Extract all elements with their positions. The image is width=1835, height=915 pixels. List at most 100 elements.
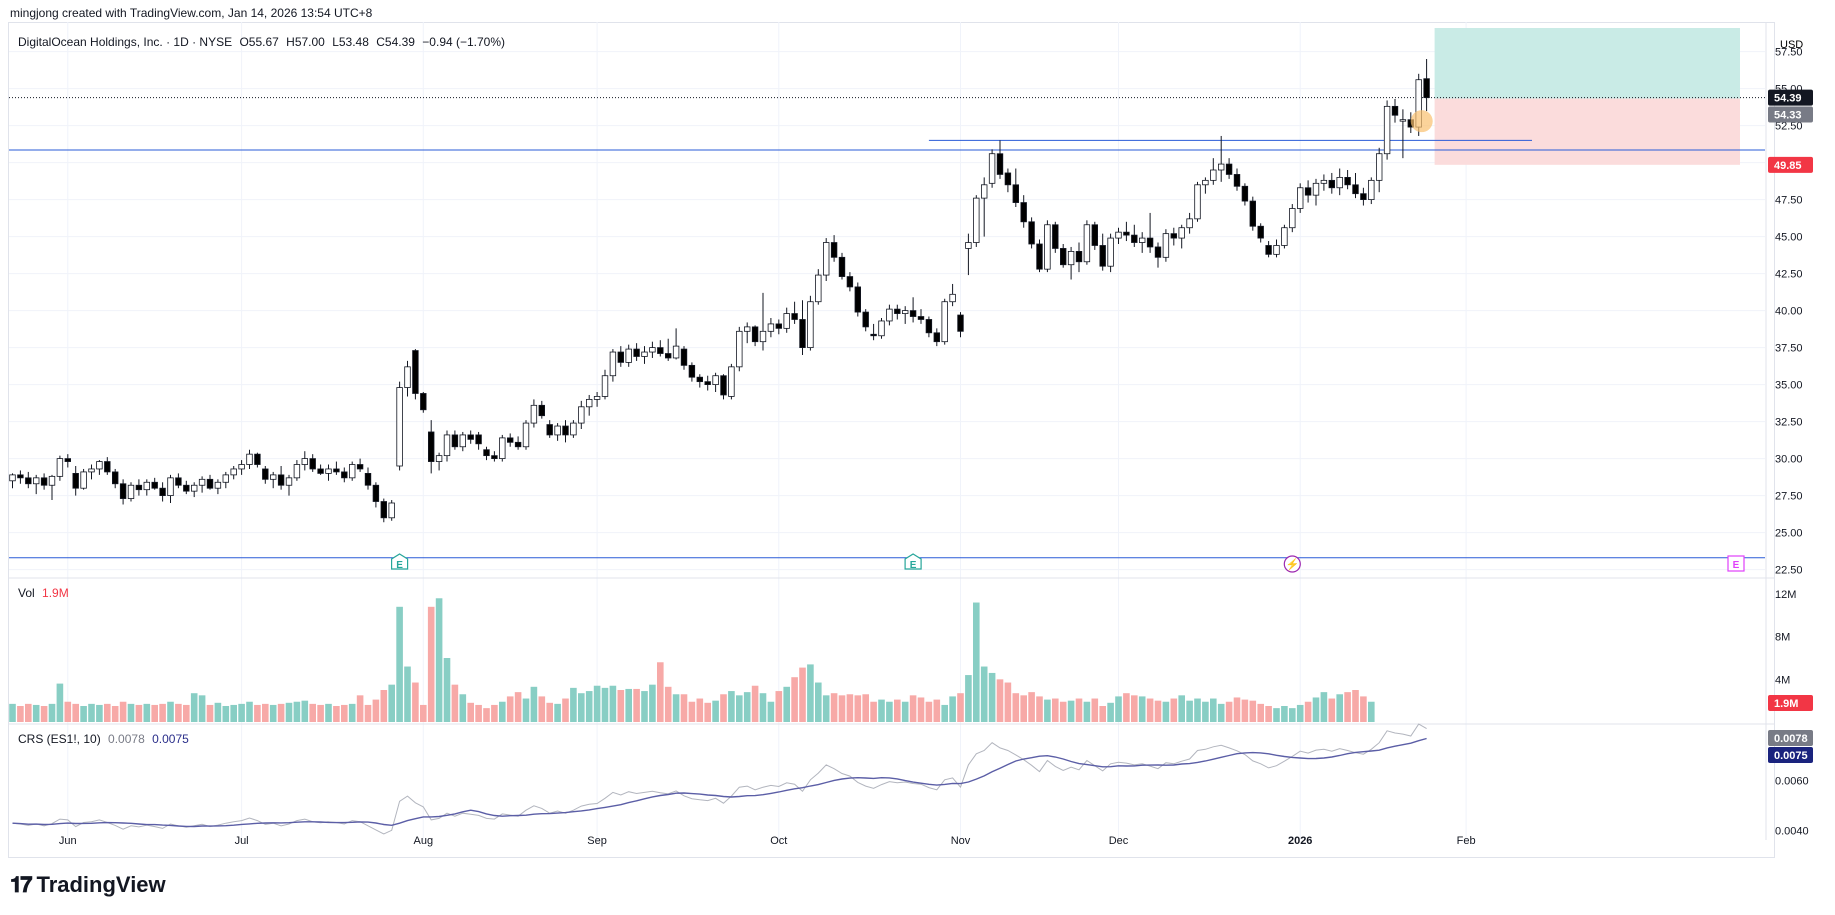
volume-bar bbox=[546, 702, 553, 722]
candle bbox=[40, 477, 48, 486]
crs-value-2: 0.0075 bbox=[152, 732, 189, 746]
volume-bar bbox=[570, 687, 577, 722]
volume-series bbox=[9, 598, 1375, 722]
candle bbox=[364, 472, 372, 486]
volume-bar bbox=[333, 706, 340, 722]
candle bbox=[586, 398, 593, 408]
long-position-profit-zone[interactable] bbox=[1434, 28, 1740, 99]
price-tick-label: 37.50 bbox=[1775, 343, 1803, 355]
candle bbox=[119, 483, 127, 499]
volume-bar bbox=[1304, 701, 1312, 722]
volume-bar bbox=[562, 698, 569, 722]
candle bbox=[1328, 179, 1335, 189]
candle bbox=[1304, 187, 1312, 196]
candle bbox=[1060, 248, 1067, 266]
volume-bar bbox=[175, 703, 182, 722]
candle bbox=[1336, 176, 1343, 189]
tradingview-icon: 𝟏𝟕 bbox=[10, 872, 33, 897]
candle bbox=[538, 404, 545, 417]
legend-high: H57.00 bbox=[286, 35, 325, 49]
candle bbox=[246, 453, 253, 465]
volume-bar bbox=[1281, 706, 1288, 722]
candle bbox=[135, 484, 143, 491]
candle bbox=[1210, 169, 1217, 181]
volume-bar bbox=[649, 684, 656, 722]
volume-bar bbox=[420, 704, 427, 722]
volume-bar bbox=[317, 704, 324, 722]
volume-bar bbox=[578, 693, 585, 722]
volume-bar bbox=[348, 703, 356, 722]
candle bbox=[404, 366, 411, 388]
lightning-icon bbox=[1283, 555, 1301, 573]
volume-bar bbox=[1107, 702, 1114, 722]
candle bbox=[593, 396, 601, 400]
price-badges: 54.39 54.33 49.85 1.9M 0.0078 0.0075 bbox=[1768, 89, 1813, 763]
candle bbox=[1020, 202, 1027, 223]
volume-badge: 1.9M bbox=[1768, 695, 1813, 711]
candle bbox=[380, 501, 387, 519]
candle bbox=[767, 323, 775, 332]
volume-bar bbox=[246, 701, 253, 722]
candle bbox=[625, 348, 632, 363]
long-position-loss-zone[interactable] bbox=[1434, 98, 1740, 165]
price-tick-label: 35.00 bbox=[1775, 380, 1803, 392]
volume-bar bbox=[957, 693, 964, 722]
price-tick-label: 25.00 bbox=[1775, 528, 1803, 540]
candle bbox=[143, 481, 150, 491]
volume-bar bbox=[135, 704, 143, 722]
candle bbox=[1067, 250, 1075, 266]
volume-bar bbox=[1344, 692, 1351, 722]
candle bbox=[254, 453, 261, 465]
candle bbox=[1273, 245, 1280, 255]
candle bbox=[262, 468, 269, 480]
earnings-marker: E bbox=[391, 553, 409, 571]
volume-bar bbox=[1170, 698, 1178, 722]
candle bbox=[680, 348, 688, 366]
highlight-marker bbox=[1410, 110, 1433, 133]
volume-bar bbox=[657, 662, 664, 722]
candle bbox=[1352, 184, 1359, 195]
candle bbox=[712, 375, 719, 386]
volume-bar bbox=[1012, 693, 1020, 722]
candle bbox=[554, 425, 561, 436]
badge-text: 0.0078 bbox=[1774, 733, 1808, 745]
volume-bar bbox=[973, 602, 980, 722]
candle bbox=[870, 333, 877, 337]
candle bbox=[443, 434, 451, 457]
badge-bg bbox=[1768, 730, 1813, 746]
volume-bar bbox=[56, 683, 64, 722]
volume-bar bbox=[791, 677, 798, 722]
volume-bar bbox=[720, 694, 727, 722]
symbol-legend: DigitalOcean Holdings, Inc. · 1D · NYSE … bbox=[18, 35, 509, 49]
volume-bar bbox=[88, 703, 95, 722]
candle bbox=[522, 422, 530, 448]
price-axis: 57.5055.0052.5050.0047.5045.0042.5040.00… bbox=[1775, 47, 1809, 838]
lightning-glyph: ⚡ bbox=[1285, 558, 1299, 571]
candle bbox=[1162, 233, 1170, 258]
volume-bar bbox=[119, 701, 127, 722]
volume-bar bbox=[1368, 701, 1375, 722]
earnings-icon bbox=[391, 553, 409, 570]
volume-bar bbox=[1036, 696, 1043, 722]
volume-bar bbox=[1146, 698, 1154, 722]
candle bbox=[1383, 105, 1391, 155]
volume-bar bbox=[17, 706, 24, 722]
volume-bar bbox=[617, 690, 625, 722]
volume-bar bbox=[1217, 703, 1225, 722]
chart-caption: mingjong created with TradingView.com, J… bbox=[10, 6, 373, 20]
volume-bar bbox=[277, 703, 285, 722]
volume-bar bbox=[909, 695, 917, 722]
volume-bar bbox=[483, 708, 490, 722]
volume-bar bbox=[1178, 695, 1185, 722]
volume-bar bbox=[396, 606, 403, 722]
volume-bar bbox=[878, 699, 885, 722]
candle bbox=[728, 366, 735, 397]
candle bbox=[917, 316, 925, 320]
price-tick-label: 45.00 bbox=[1775, 232, 1803, 244]
volume-bar bbox=[96, 704, 103, 722]
volume-bar bbox=[680, 694, 688, 722]
volume-bar bbox=[838, 695, 846, 722]
volume-bar bbox=[1210, 698, 1217, 722]
candle bbox=[1091, 224, 1098, 246]
